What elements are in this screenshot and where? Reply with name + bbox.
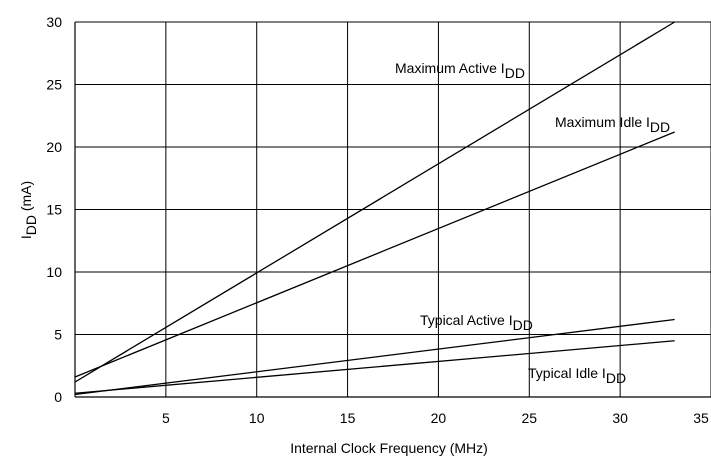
x-tick-label: 25	[521, 410, 537, 426]
x-tick-labels: 5 10 15 20 25 30 35	[162, 410, 709, 426]
series-label-0: Maximum Active IDD	[395, 60, 525, 81]
y-tick-label: 25	[46, 77, 62, 93]
series-label-2: Typical Active IDD	[420, 312, 533, 333]
y-axis-title-suffix: (mA)	[18, 181, 34, 215]
x-tick-label: 15	[340, 410, 356, 426]
y-tick-label: 0	[54, 389, 62, 405]
grid	[75, 21, 711, 398]
y-tick-label: 20	[46, 139, 62, 155]
y-tick-label: 15	[46, 202, 62, 218]
y-tick-label: 30	[46, 14, 62, 30]
x-tick-label: 5	[162, 410, 170, 426]
series-line-1	[74, 131, 675, 378]
series-line-0	[74, 21, 675, 383]
y-axis-title-subscript: DD	[23, 215, 39, 235]
series-label-3: Typical Idle IDD	[528, 365, 626, 386]
y-axis-title: IDD (mA)	[18, 181, 39, 239]
y-tick-label: 5	[54, 327, 62, 343]
series-line-2	[74, 318, 675, 396]
series-lines	[74, 21, 675, 396]
y-tick-labels: 0 5 10 15 20 25 30	[46, 14, 62, 405]
y-axis-title-main: I	[18, 235, 34, 239]
x-axis-title: Internal Clock Frequency (MHz)	[290, 440, 488, 456]
x-tick-label: 30	[612, 410, 628, 426]
x-tick-label: 20	[431, 410, 447, 426]
x-tick-label: 35	[693, 410, 709, 426]
y-tick-label: 10	[46, 264, 62, 280]
series-labels: Maximum Active IDD Maximum Idle IDD Typica…	[395, 60, 670, 386]
series-label-1: Maximum Idle IDD	[555, 114, 670, 135]
plot-frame	[74, 22, 711, 398]
series-line-3	[74, 340, 675, 394]
x-tick-label: 10	[249, 410, 265, 426]
